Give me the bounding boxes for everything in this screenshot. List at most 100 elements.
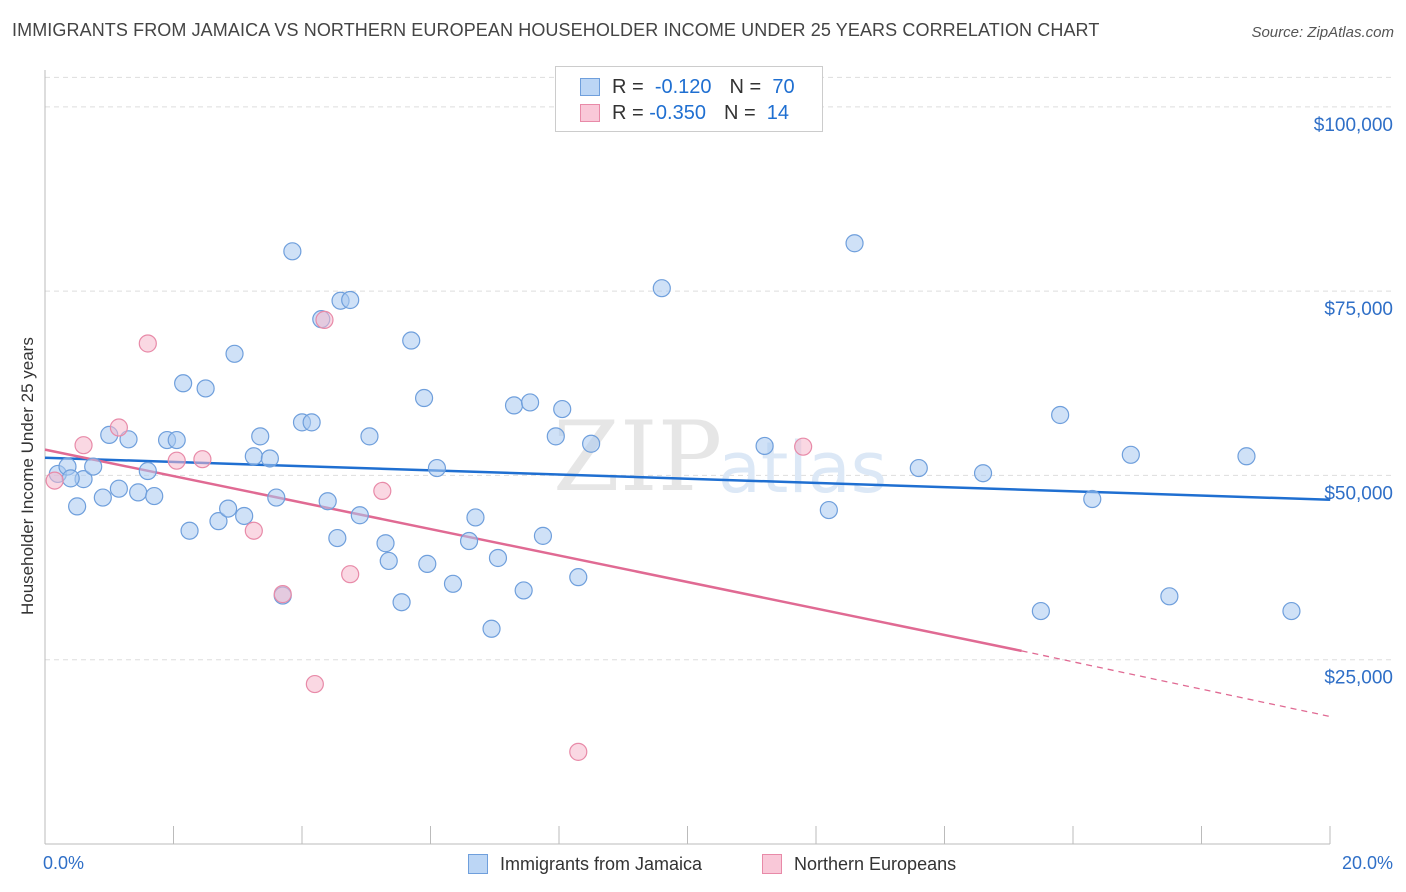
y-axis-label: Householder Income Under 25 years <box>18 337 37 615</box>
bottom-legend-label: Immigrants from Jamaica <box>500 853 703 874</box>
data-point <box>973 464 993 483</box>
bottom-legend-label: Northern Europeans <box>794 853 957 874</box>
legend-n-value: 70 <box>772 75 795 98</box>
legend-r-value: -0.120 <box>654 75 712 98</box>
data-point <box>909 458 928 478</box>
data-point <box>283 242 302 261</box>
legend-n-label: N = <box>723 101 756 124</box>
data-point <box>219 499 238 518</box>
data-point <box>553 399 572 419</box>
data-point <box>504 396 524 415</box>
data-point <box>61 469 80 488</box>
legend-r-value: -0.350 <box>649 101 706 124</box>
chart-title: IMMIGRANTS FROM JAMAICA VS NORTHERN EURO… <box>12 20 1100 40</box>
data-point <box>466 508 485 527</box>
data-point <box>129 483 148 502</box>
data-point <box>174 374 193 393</box>
data-point <box>68 497 87 516</box>
data-point <box>414 388 434 408</box>
legend-n-value: 14 <box>766 101 790 124</box>
data-point <box>251 427 270 446</box>
y-tick-label: $50,000 <box>1324 483 1393 504</box>
data-point <box>302 413 321 432</box>
stats-legend: R = -0.120 N = 70 R = -0.350 N = 14 <box>555 66 823 132</box>
axes <box>44 70 1331 845</box>
data-point <box>392 593 411 612</box>
legend-swatch-pink <box>580 104 600 122</box>
bottom-swatch-blue <box>468 854 488 874</box>
y-tick-label: $75,000 <box>1324 299 1393 320</box>
data-point <box>488 548 508 568</box>
legend-swatch-blue <box>580 78 600 96</box>
gridlines <box>45 76 1395 661</box>
data-point <box>569 742 588 761</box>
y-tick-label: $100,000 <box>1314 115 1393 136</box>
tick-labels: $25,000 $50,000 $75,000 $100,000 0.0% 20.0% <box>43 115 1393 873</box>
data-point <box>93 488 112 507</box>
bottom-legend-jamaica: Immigrants from Jamaica <box>468 852 702 876</box>
data-point <box>180 521 199 540</box>
legend-row-jamaica: R = -0.120 N = 70 <box>580 75 795 99</box>
data-point <box>1031 601 1050 621</box>
data-point <box>273 585 292 604</box>
data-point <box>582 434 601 453</box>
bottom-swatch-pink <box>762 854 782 874</box>
y-tick-label: $25,000 <box>1324 668 1393 689</box>
scatter-points <box>45 234 1301 761</box>
data-point <box>109 418 128 437</box>
data-point <box>225 344 244 363</box>
data-point <box>74 436 93 455</box>
data-point <box>145 486 164 506</box>
data-point <box>1282 601 1301 621</box>
data-point <box>533 526 553 545</box>
data-point <box>328 528 347 548</box>
legend-r-label: R = <box>612 101 644 124</box>
data-point <box>1051 405 1070 425</box>
data-point <box>341 565 360 584</box>
legend-n-label: N = <box>729 75 762 98</box>
data-point <box>267 488 286 507</box>
trend-lines <box>44 448 1331 718</box>
data-point <box>1237 447 1256 466</box>
legend-row-northern: R = -0.350 N = 14 <box>580 101 789 125</box>
data-point <box>167 451 186 470</box>
data-point <box>652 279 671 298</box>
data-point <box>193 450 212 469</box>
data-point <box>418 554 437 573</box>
data-point <box>138 461 157 481</box>
data-point <box>482 619 501 638</box>
data-point <box>402 331 421 350</box>
data-point <box>196 379 215 398</box>
data-point <box>443 574 463 593</box>
data-point <box>244 521 263 540</box>
data-point <box>360 427 379 446</box>
data-point <box>819 500 838 520</box>
data-point <box>119 430 138 449</box>
data-point <box>244 447 263 466</box>
data-point <box>318 492 337 511</box>
data-point <box>1121 445 1140 464</box>
data-point <box>794 437 813 456</box>
data-point <box>1083 489 1102 509</box>
data-point <box>167 430 186 450</box>
data-point <box>755 436 774 456</box>
data-point <box>315 310 334 329</box>
data-point <box>350 506 369 525</box>
data-point <box>546 427 565 446</box>
data-point <box>845 234 864 253</box>
watermark: ZIP atlas <box>553 401 887 513</box>
data-point <box>376 534 395 553</box>
data-point <box>235 506 254 526</box>
legend-r-label: R = <box>612 75 644 98</box>
data-point <box>138 334 157 353</box>
data-point <box>84 457 103 476</box>
x-tick-label: 0.0% <box>43 853 84 873</box>
data-point <box>45 471 64 490</box>
watermark-zip: ZIP <box>553 401 722 513</box>
data-point <box>305 674 324 694</box>
trend-line-northern-extension <box>1021 650 1331 718</box>
data-point <box>520 393 540 412</box>
data-point <box>1160 587 1179 606</box>
data-point <box>427 458 447 478</box>
